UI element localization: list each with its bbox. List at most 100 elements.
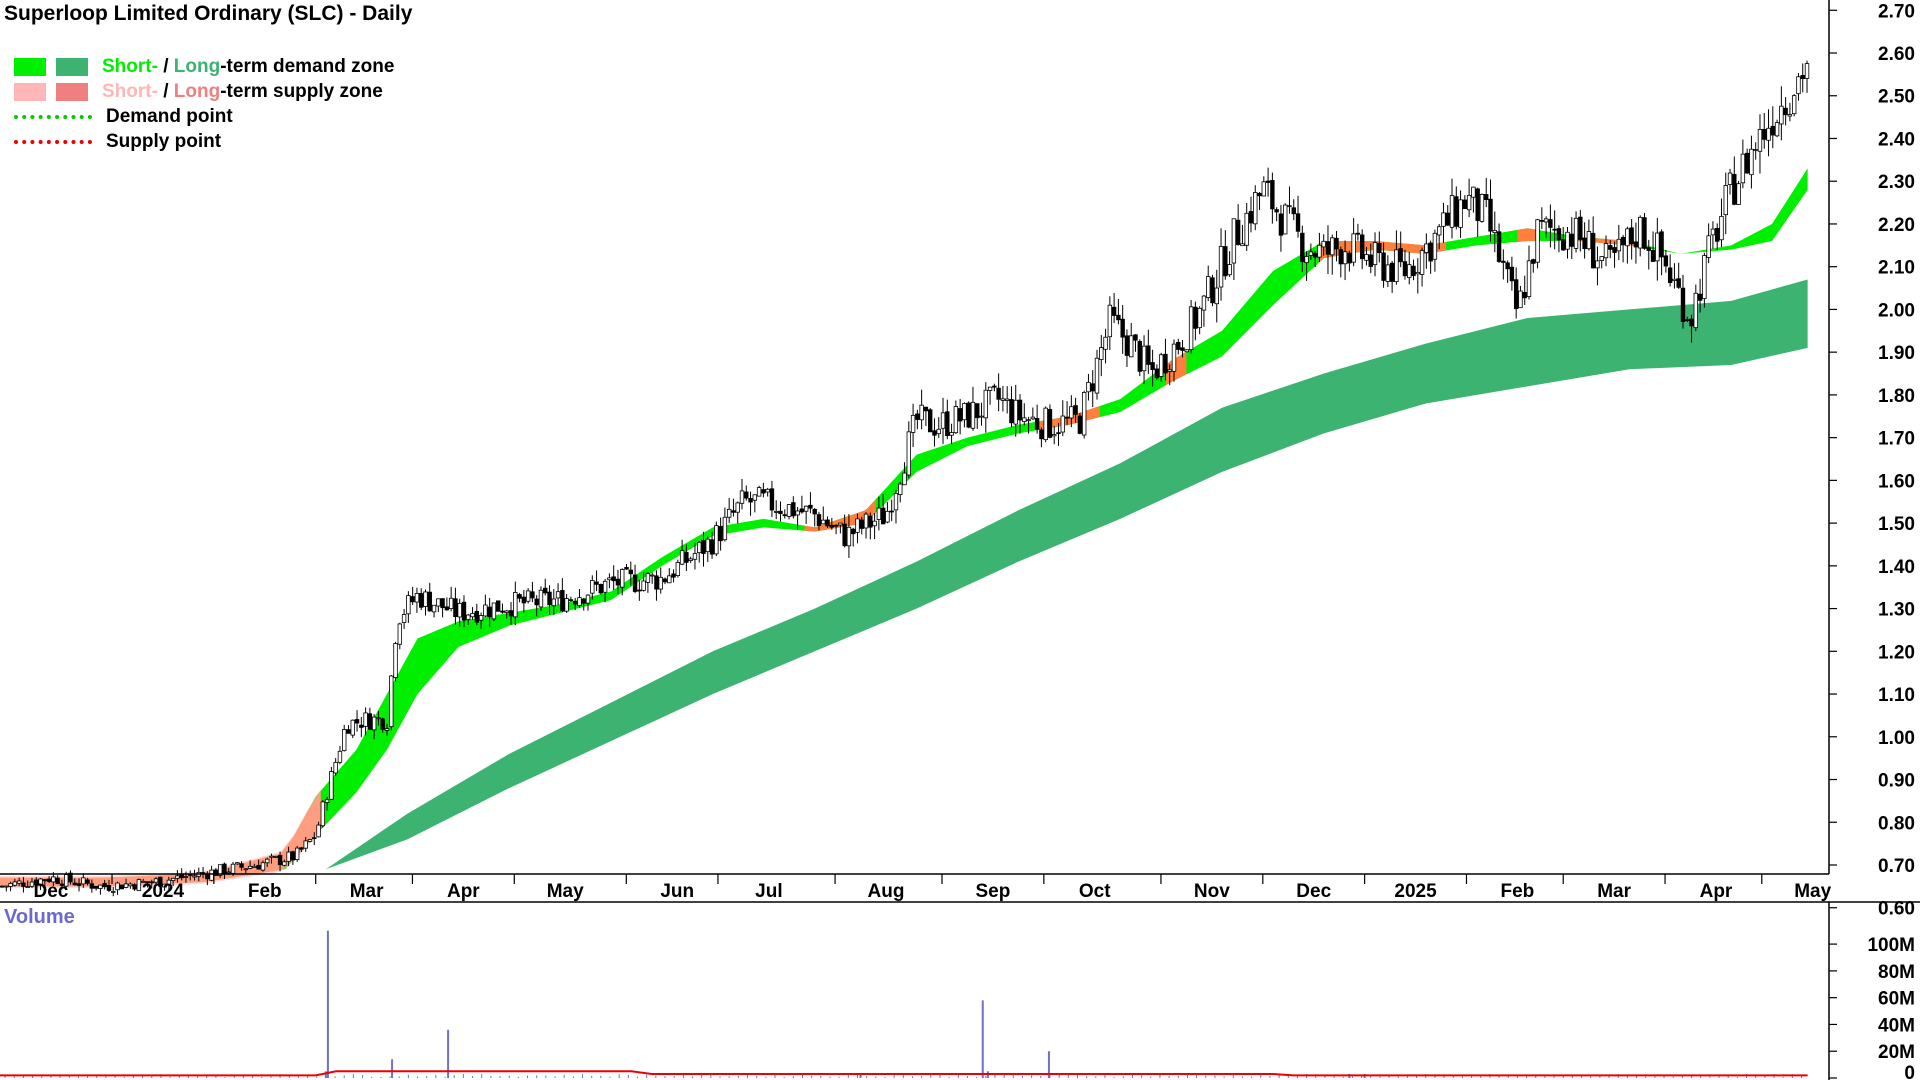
price-bar-body: [1779, 105, 1784, 125]
price-bar-body: [1419, 250, 1425, 275]
price-bar-body: [752, 494, 758, 501]
price-bar-body: [1398, 248, 1403, 263]
time-tick-label: May: [1794, 881, 1831, 902]
price-bar-body: [170, 877, 176, 881]
price-bar-body: [1295, 213, 1301, 232]
price-bar-body: [290, 851, 296, 861]
price-bar-body: [1129, 335, 1134, 358]
price-bar-body: [774, 511, 779, 513]
volume-tick-label: 80M: [1878, 962, 1915, 983]
price-bar-body: [906, 431, 912, 476]
price-bar-body: [1548, 219, 1553, 228]
price-bar-body: [1672, 278, 1677, 281]
price-bar-body: [25, 886, 30, 888]
price-bar-body: [1111, 306, 1117, 316]
volume-tick-label: 40M: [1878, 1015, 1915, 1036]
price-bar-body: [744, 491, 749, 499]
long-supply-text: Long: [173, 81, 221, 102]
volume-label: Volume: [4, 906, 75, 928]
price-bar-body: [354, 719, 360, 724]
price-bar-body: [735, 502, 740, 513]
price-bar-body: [1513, 279, 1519, 310]
short-supply-swatch: [14, 82, 46, 101]
price-bar-body: [406, 595, 411, 615]
price-bar-body: [1321, 240, 1326, 248]
price-bar-body: [572, 600, 578, 605]
price-bar-body: [440, 598, 445, 609]
price-bar-body: [568, 599, 574, 602]
price-bar-body: [769, 488, 775, 511]
price-bar-body: [923, 406, 929, 412]
price-bar-body: [286, 851, 291, 862]
price-bar-body: [607, 577, 612, 581]
price-bar-body: [8, 883, 13, 887]
price-bar-body: [123, 883, 129, 888]
price-bar-body: [1231, 218, 1237, 264]
price-bar-body: [979, 415, 984, 418]
price-bar-body: [1338, 249, 1344, 265]
price-bar-body: [1137, 341, 1142, 372]
price-bar-body: [932, 430, 937, 436]
price-bar-body: [1749, 148, 1754, 176]
price-bar-body: [1501, 260, 1506, 263]
price-bar-body: [307, 839, 313, 842]
volume-tick-label: 0: [1904, 1063, 1915, 1080]
price-bar-body: [1770, 125, 1776, 136]
price-bar-body: [1300, 232, 1305, 263]
price-bar-body: [534, 598, 539, 606]
price-bar-body: [410, 596, 415, 603]
price-bar-body: [987, 386, 993, 391]
price-bar-body: [98, 884, 103, 889]
price-bar-body: [1612, 247, 1617, 253]
price-bar-body: [431, 604, 437, 613]
price-bar-body: [1796, 76, 1801, 95]
price-bar-body: [1342, 251, 1348, 265]
price-bar-body: [517, 594, 522, 599]
price-bar-body: [1723, 185, 1728, 216]
price-bar-body: [970, 401, 976, 429]
price-bar-body: [1381, 252, 1386, 281]
price-bar-body: [85, 879, 90, 884]
time-tick-label: Sep: [975, 881, 1010, 902]
price-tick-label: 2.10: [1878, 258, 1915, 279]
price-bar-body: [34, 879, 39, 885]
price-bar-body: [1184, 349, 1190, 353]
time-tick-label: Apr: [1700, 881, 1733, 902]
price-bar-body: [183, 876, 189, 878]
price-bar-body: [1539, 220, 1545, 222]
price-bar-body: [714, 525, 719, 555]
price-bar-body: [620, 569, 625, 588]
price-bar-body: [1663, 255, 1669, 267]
legend-supply-zone: Short- / Long -term supply zone: [14, 79, 394, 104]
price-bar-body: [868, 515, 873, 528]
price-bar-body: [624, 566, 629, 570]
price-bar-body: [1364, 254, 1369, 261]
price-bar-body: [1064, 416, 1070, 419]
price-bar-body: [119, 884, 124, 890]
price-bar-body: [1492, 230, 1497, 233]
price-bar-body: [1791, 95, 1797, 115]
price-tick-label: 2.00: [1878, 300, 1915, 321]
price-bar-body: [29, 881, 35, 887]
price-bar-body: [679, 550, 685, 565]
price-tick-label: 1.30: [1878, 600, 1915, 621]
time-tick-label: Aug: [868, 881, 905, 902]
price-bar-body: [1402, 261, 1408, 277]
price-bar-body: [547, 591, 552, 606]
price-bar-body: [761, 489, 766, 494]
time-tick-label: Apr: [447, 881, 480, 902]
price-bar-body: [12, 881, 18, 886]
price-bar-body: [688, 558, 693, 561]
price-bar-body: [239, 863, 244, 868]
price-bar-body: [1595, 260, 1600, 269]
price-bar-body: [1462, 199, 1468, 210]
time-tick-label: Feb: [1501, 881, 1535, 902]
demand-zone-suffix: -term demand zone: [220, 56, 395, 77]
time-tick-label: Dec: [1296, 881, 1331, 902]
price-bar-body: [1261, 181, 1267, 197]
price-bar-body: [756, 487, 762, 497]
price-bar-body: [1561, 239, 1566, 251]
price-bar-body: [1432, 232, 1438, 260]
price-bar-body: [299, 847, 304, 850]
price-bar-body: [1022, 417, 1027, 422]
